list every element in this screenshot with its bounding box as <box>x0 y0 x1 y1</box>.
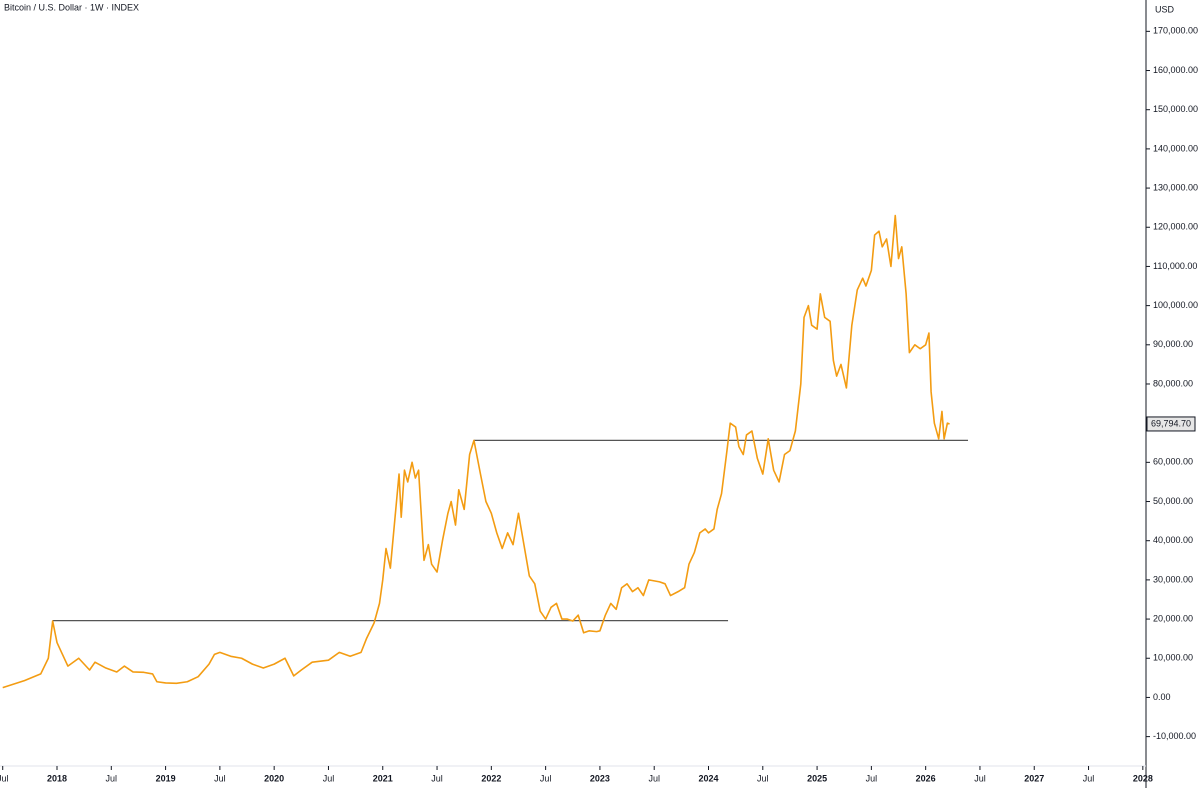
y-tick-label: 130,000.00 <box>1153 182 1198 192</box>
y-tick-label: 100,000.00 <box>1153 300 1198 310</box>
y-tick-label: 150,000.00 <box>1153 104 1198 114</box>
y-tick-label: 10,000.00 <box>1153 653 1193 663</box>
x-tick-label: Jul <box>974 773 986 783</box>
x-tick-label: 2023 <box>590 773 610 783</box>
x-tick-label: Jul <box>757 773 769 783</box>
y-tick-label: 120,000.00 <box>1153 222 1198 232</box>
y-tick-label: 90,000.00 <box>1153 339 1193 349</box>
x-tick-label: Jul <box>214 773 226 783</box>
last-price-box <box>1146 416 1196 432</box>
x-tick-label: Jul <box>540 773 552 783</box>
x-tick-label: 2028 <box>1133 773 1153 783</box>
y-tick-label: 110,000.00 <box>1153 261 1197 271</box>
x-tick-label: Jul <box>106 773 118 783</box>
y-tick-label: 30,000.00 <box>1153 574 1193 584</box>
x-tick-label: 2018 <box>47 773 67 783</box>
x-tick-label: Jul <box>0 773 8 783</box>
y-tick-label: 140,000.00 <box>1153 143 1198 153</box>
y-tick-label: 50,000.00 <box>1153 496 1193 506</box>
x-tick-label: 2026 <box>916 773 936 783</box>
y-tick-label: 60,000.00 <box>1153 457 1193 467</box>
x-tick-label: Jul <box>431 773 443 783</box>
x-tick-label: 2025 <box>807 773 827 783</box>
last-price-label: 69,794.70 <box>1151 418 1191 428</box>
chart-title: Bitcoin / U.S. Dollar · 1W · INDEX <box>4 2 139 12</box>
x-tick-label: Jul <box>866 773 878 783</box>
x-tick-label: 2021 <box>373 773 393 783</box>
x-tick-label: Jul <box>323 773 335 783</box>
y-tick-label: -10,000.00 <box>1153 731 1196 741</box>
y-tick-label: 80,000.00 <box>1153 378 1193 388</box>
x-tick-label: 2022 <box>481 773 501 783</box>
y-tick-label: 160,000.00 <box>1153 65 1198 75</box>
x-tick-label: Jul <box>648 773 660 783</box>
x-tick-label: 2027 <box>1024 773 1044 783</box>
x-tick-label: 2024 <box>698 773 718 783</box>
y-tick-label: 170,000.00 <box>1153 26 1198 36</box>
x-tick-label: 2019 <box>156 773 176 783</box>
y-tick-label: 20,000.00 <box>1153 613 1193 623</box>
x-tick-label: Jul <box>1083 773 1095 783</box>
y-tick-label: 40,000.00 <box>1153 535 1193 545</box>
y-unit: USD <box>1155 4 1175 14</box>
price-line <box>2 214 950 689</box>
x-tick-label: 2020 <box>264 773 284 783</box>
y-tick-label: 0.00 <box>1153 692 1171 702</box>
